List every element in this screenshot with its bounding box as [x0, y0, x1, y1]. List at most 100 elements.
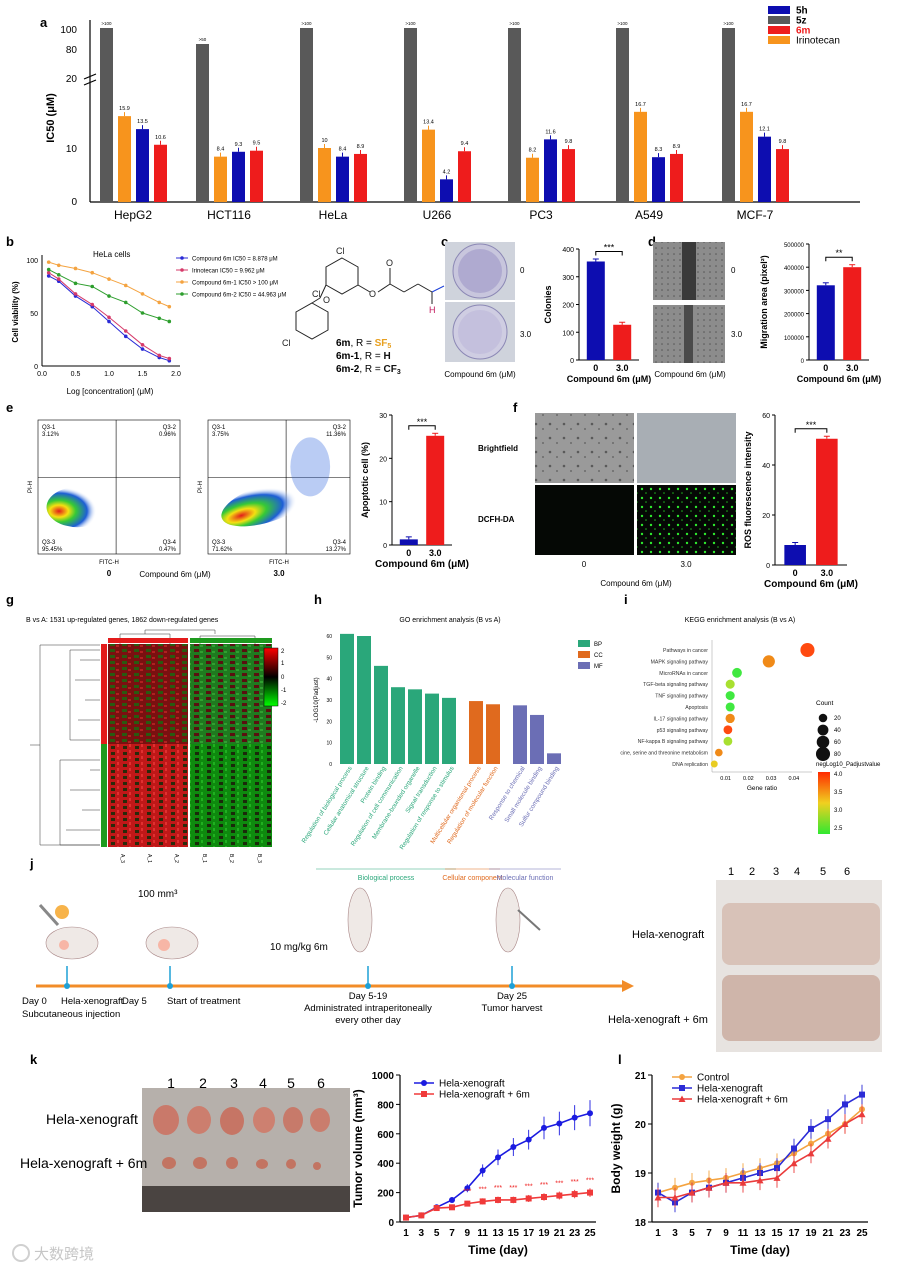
panel-letter-g: g — [6, 592, 14, 607]
c-dish-bottom-inner — [458, 310, 502, 354]
d-chart-bar-1 — [843, 267, 862, 360]
b-point-2-2 — [73, 266, 78, 271]
k-photo-numbers: 1 2 3 4 5 6 — [167, 1075, 325, 1091]
i-ytick-7: p53 signaling pathway — [657, 728, 709, 734]
panel-e: Q3-13.12%Q3-20.96%Q3-395.45%Q3-40.47%FIT… — [28, 413, 469, 579]
e-chart-sig: *** — [417, 417, 428, 427]
k-tumor-2-2 — [193, 1157, 207, 1169]
a-bar-5h-HepG2 — [136, 129, 149, 202]
k-photo-row2: Hela-xenograft + 6m — [20, 1155, 147, 1171]
i-count-label-60: 60 — [834, 740, 841, 746]
c-chart-ytick-0: 0 — [570, 358, 574, 365]
f-chart-xlabel: Compound 6m (μM) — [764, 579, 858, 590]
j-volume: 100 mm³ — [138, 889, 178, 900]
j-day0-desc2: Subcutaneous injection — [22, 1009, 120, 1020]
l-chart-pt-1-9 — [808, 1125, 814, 1132]
l-chart-pt-2-3 — [705, 1184, 713, 1191]
f-ros-chart: 0 20 40 60 0 3.0 *** Compound 6m (μM) ROS fluore… — [743, 413, 858, 590]
g-heat-bl — [108, 744, 188, 847]
l-chart-pt-2-5 — [739, 1179, 747, 1186]
atom-h: H — [429, 305, 436, 315]
j-photo-num-3: 3 — [773, 866, 779, 878]
k-photo-num-5: 5 — [287, 1075, 295, 1091]
e-chart-bar-0 — [399, 539, 418, 545]
i-color-label-4.0: 4.0 — [834, 772, 843, 778]
h-ytick-0: 0 — [329, 762, 332, 768]
h-title: GO enrichment analysis (B vs A) — [399, 617, 500, 624]
g-scale-m1: -1 — [281, 688, 287, 694]
b-point-2-7 — [157, 300, 162, 305]
i-dot-2 — [732, 667, 742, 678]
a-label-Irinotecan-HCT116: 8.4 — [217, 147, 225, 153]
a-label-5h-HepG2: 13.5 — [137, 119, 148, 125]
g-scale — [263, 647, 279, 707]
l-chart-pt-1-12 — [859, 1091, 865, 1098]
i-dots: Pathways in cancer MAPK signaling pathway… — [620, 640, 881, 834]
j-syringe — [38, 903, 60, 927]
j-day5-desc: Start of treatment — [167, 996, 241, 1007]
k-chart-xtick-5: 5 — [434, 1228, 440, 1239]
k-tumor-2-5 — [286, 1159, 296, 1169]
a-label-6m-HepG2: 10.6 — [155, 135, 166, 141]
j-day25-desc: Tumor harvest — [482, 1003, 543, 1014]
l-chart-pt-2-11 — [841, 1120, 849, 1127]
d-migration-chart: 0 100000 200000 300000 400000 500000 0 3.0 ** Com… — [759, 243, 881, 384]
d-img-xlabel: Compound 6m (μM) — [654, 370, 726, 379]
e-chart-xtick-1: 3.0 — [429, 548, 442, 558]
k-chart-legend-mark-1 — [421, 1091, 427, 1097]
j-photo-row2-label: Hela-xenograft + 6m — [608, 1014, 708, 1026]
g-sample-B_3: B_3 — [256, 854, 262, 863]
a-label-Irinotecan-MCF-7: 16.7 — [741, 102, 752, 108]
b-ytick-50: 50 — [30, 311, 38, 318]
variant-name-6m-2: 6m-2 — [336, 364, 360, 375]
panel-b-viability-chart: HeLa cells Log [concentration] (μM) Cell… — [11, 250, 286, 396]
a-label-5z-HCT116: >50 — [199, 37, 207, 42]
k-chart-pt-1-0 — [403, 1214, 409, 1221]
panel-letter-k: k — [30, 1052, 38, 1067]
i-xtick-0.02: 0.02 — [743, 776, 754, 782]
panel-letter-c: c — [441, 234, 448, 249]
f-label-bright: Brightfield — [478, 444, 518, 453]
g-scale-m2: -2 — [281, 701, 287, 707]
k-chart-sig-4: *** — [525, 1183, 533, 1190]
h-legend-swatch-MF — [578, 662, 590, 669]
g-col-red — [108, 638, 188, 643]
a-bar-Irinotecan-MCF-7 — [740, 111, 753, 202]
h-bar-9 — [513, 705, 527, 764]
i-count-dot-60 — [816, 735, 830, 749]
h-ytick-50: 50 — [326, 655, 332, 661]
l-chart-pt-2-0 — [654, 1194, 662, 1201]
f-chart-bar-1 — [816, 438, 838, 565]
j-mouse-4 — [495, 887, 521, 953]
e-xaxis-1: FITC-H — [269, 560, 289, 566]
j-dose: 10 mg/kg 6m — [270, 942, 328, 953]
k-chart-ytick-800: 800 — [377, 1100, 394, 1111]
f-chart-sig: *** — [806, 420, 817, 430]
i-ytick-5: Apoptosis — [685, 705, 708, 711]
variant-sub-6m: 5 — [387, 343, 391, 350]
a-ytick-10: 10 — [66, 144, 78, 155]
e-flow-cloud-0 — [46, 487, 109, 528]
k-chart-pt-0-9 — [541, 1124, 547, 1131]
k-chart-xtick-9: 9 — [465, 1228, 471, 1239]
d-chart-ytick-400000: 400000 — [784, 266, 805, 272]
f-label-dcfh: DCFH-DA — [478, 515, 515, 524]
b-point-0-5 — [123, 334, 128, 339]
b-point-3-8 — [167, 319, 172, 324]
k-chart-pt-1-12 — [587, 1189, 593, 1196]
a-label-6m-MCF-7: 9.8 — [779, 139, 787, 145]
k-tumor-2-1 — [162, 1157, 176, 1169]
c-chart-sig-bracket — [595, 250, 623, 256]
g-bar-red — [101, 644, 107, 744]
k-chart-ytick-1000: 1000 — [372, 1071, 395, 1082]
b-point-2-0 — [46, 260, 51, 264]
k-chart-sig-1: *** — [479, 1186, 487, 1193]
a-label-Irinotecan-PC3: 8.2 — [529, 148, 537, 154]
b-point-0-4 — [107, 319, 111, 324]
l-chart-legend-mark-1 — [679, 1085, 685, 1091]
l-chart-pt-2-8 — [790, 1159, 798, 1167]
c-dose-3: 3.0 — [520, 330, 532, 339]
